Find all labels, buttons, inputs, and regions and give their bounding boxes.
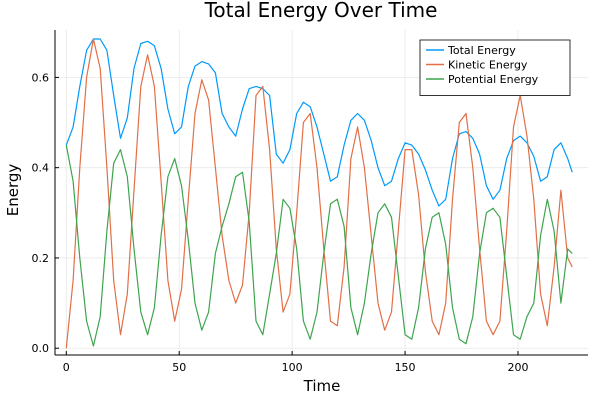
- legend-box: [419, 39, 571, 96]
- y-tick-label: 0.0: [32, 342, 50, 355]
- legend-label-1: Kinetic Energy: [448, 59, 528, 72]
- legend-label-2: Potential Energy: [448, 73, 539, 86]
- x-tick-label: 100: [282, 361, 303, 374]
- chart-title: Total Energy Over Time: [204, 0, 438, 22]
- x-tick-label: 50: [172, 361, 186, 374]
- series-line-0: [65, 38, 573, 207]
- tick-labels: 0 50 100 150 200 0.0 0.2 0.4 0.6: [32, 71, 529, 374]
- x-axis-label: Time: [303, 377, 341, 395]
- plot-area: [65, 38, 573, 349]
- legend-label-0: Total Energy: [447, 44, 516, 57]
- y-tick-label: 0.2: [32, 252, 50, 265]
- x-tick-label: 0: [63, 361, 70, 374]
- y-axis-label: Energy: [4, 164, 22, 217]
- axes: [54, 30, 588, 356]
- y-tick-label: 0.4: [32, 162, 50, 175]
- series-line-1: [65, 38, 573, 349]
- series-line-2: [65, 144, 573, 347]
- y-tick-label: 0.6: [32, 71, 50, 84]
- x-tick-label: 150: [395, 361, 416, 374]
- x-tick-label: 200: [507, 361, 528, 374]
